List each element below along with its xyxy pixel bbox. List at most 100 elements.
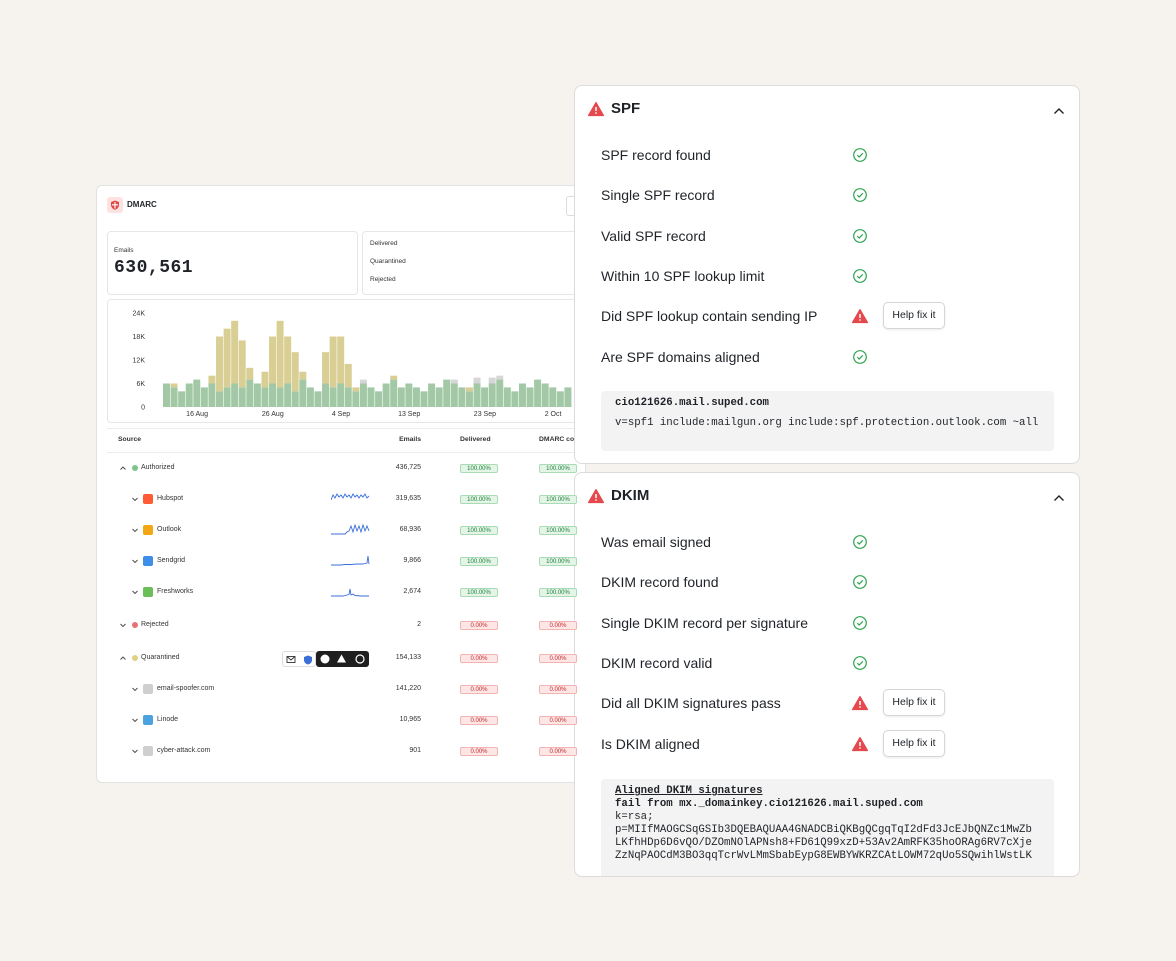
sparkline-path: [331, 555, 370, 566]
row-toggle[interactable]: [119, 654, 127, 662]
dmarc-badge: 100.00%: [539, 556, 577, 566]
chevron: [120, 623, 126, 628]
toolbar-icons: [286, 655, 312, 665]
bar: [216, 336, 223, 392]
bar: [246, 379, 254, 407]
row-toggle[interactable]: [119, 464, 127, 472]
email-count: 9,866: [403, 557, 421, 564]
collapse-toggle[interactable]: [1053, 103, 1065, 121]
source-name: email-spoofer.com: [157, 685, 215, 692]
dmarc-badge: 100.00%: [539, 494, 577, 504]
dmarc-badge: 0.00%: [539, 715, 577, 725]
help-button[interactable]: Help fix it: [883, 302, 945, 330]
sparkline: [331, 493, 370, 501]
check-label: DKIM record valid: [601, 654, 713, 671]
bar: [526, 387, 534, 407]
delivered-badge: 0.00%: [460, 715, 498, 725]
breakdown-label: Quarantined: [370, 258, 406, 265]
source-name: Outlook: [157, 526, 182, 533]
bar: [231, 383, 239, 407]
bar: [450, 379, 458, 384]
check-card: SPF SPF record found Single SPF record Vali…: [574, 85, 1080, 464]
header-icon: [587, 488, 605, 509]
check-label: SPF record found: [601, 147, 711, 163]
row-toggle[interactable]: [131, 685, 139, 693]
bar: [337, 383, 345, 407]
bar: [284, 336, 292, 384]
code-line: fail from mx._domainkey.cio121626.mail.s…: [615, 798, 923, 810]
sparkline-path: [331, 523, 370, 535]
bar: [276, 387, 284, 407]
bar: [299, 379, 307, 407]
bar: [443, 379, 451, 407]
check-icon: [852, 615, 868, 636]
delivered-badge: 0.00%: [460, 620, 498, 630]
collapse-toggle[interactable]: [1053, 490, 1065, 508]
bar: [397, 387, 405, 407]
row-toggle[interactable]: [131, 557, 139, 565]
source-icon: [143, 556, 153, 566]
check-label: Single SPF record: [601, 187, 715, 204]
row-toolbar[interactable]: [282, 651, 316, 667]
check-icon: [851, 695, 869, 716]
bar: [269, 336, 277, 384]
bar: [450, 383, 458, 407]
code-line: v=spf1 include:mailgun.org include:spf.p…: [615, 417, 1039, 429]
emails-card: [107, 231, 358, 295]
bar: [208, 383, 216, 407]
warning-icon: [851, 736, 869, 751]
bar: [549, 387, 557, 407]
emails-label: Emails: [114, 247, 134, 254]
email-count: 141,220: [395, 685, 421, 692]
help-button[interactable]: Help fix it: [883, 689, 945, 717]
bar: [238, 387, 246, 407]
bar: [337, 336, 345, 384]
bar: [344, 363, 352, 388]
bar: [458, 387, 466, 407]
bar: [185, 383, 193, 407]
email-count: 154,133: [395, 654, 421, 661]
status-dot: [132, 465, 138, 471]
check-icon: [852, 268, 868, 289]
bar: [534, 379, 542, 407]
email-count: 901: [409, 747, 421, 754]
emails-total: 630,561: [114, 258, 194, 278]
pass-icon: [853, 188, 867, 203]
bar: [496, 379, 504, 407]
y-tick-label: 24K: [133, 311, 146, 318]
chevron: [132, 559, 138, 564]
email-count: 2: [417, 621, 421, 628]
row-toggle[interactable]: [131, 588, 139, 596]
status-dot: [132, 655, 138, 661]
y-tick-label: 18K: [133, 334, 146, 341]
sparkline: [331, 523, 370, 535]
dmarc-badge: 100.00%: [539, 463, 577, 473]
column-header: Source: [118, 436, 142, 443]
row-toggle[interactable]: [131, 716, 139, 724]
bar: [564, 387, 572, 407]
source-name: Freshworks: [157, 588, 194, 595]
check-label: Are SPF domains aligned: [601, 348, 760, 365]
row-toggle[interactable]: [131, 747, 139, 755]
delivered-badge: 100.00%: [460, 587, 498, 597]
toolbar-icons: [320, 654, 365, 664]
row-toolbar-dark[interactable]: [316, 651, 369, 667]
bar: [344, 387, 352, 407]
row-toggle[interactable]: [119, 621, 127, 629]
row-toggle[interactable]: [131, 495, 139, 503]
bar: [193, 379, 201, 407]
check-icon: [852, 655, 868, 676]
row-toggle[interactable]: [131, 526, 139, 534]
source-name: cyber-attack.com: [157, 747, 211, 754]
code-line: p=MIIfMAOGCSqGSIb3DQEBAQUAA4GNADCBiQKBgQ…: [615, 824, 1032, 836]
dmarc-badge: 100.00%: [539, 525, 577, 535]
bar: [511, 391, 519, 407]
help-button[interactable]: Help fix it: [883, 729, 945, 757]
source-icon: [143, 494, 153, 504]
pass-icon: [853, 148, 867, 162]
breakdown-label: Rejected: [370, 276, 396, 283]
bar: [269, 383, 277, 407]
source-name: Hubspot: [157, 495, 184, 502]
pass-icon: [853, 228, 867, 243]
sparkline-path: [331, 493, 370, 501]
